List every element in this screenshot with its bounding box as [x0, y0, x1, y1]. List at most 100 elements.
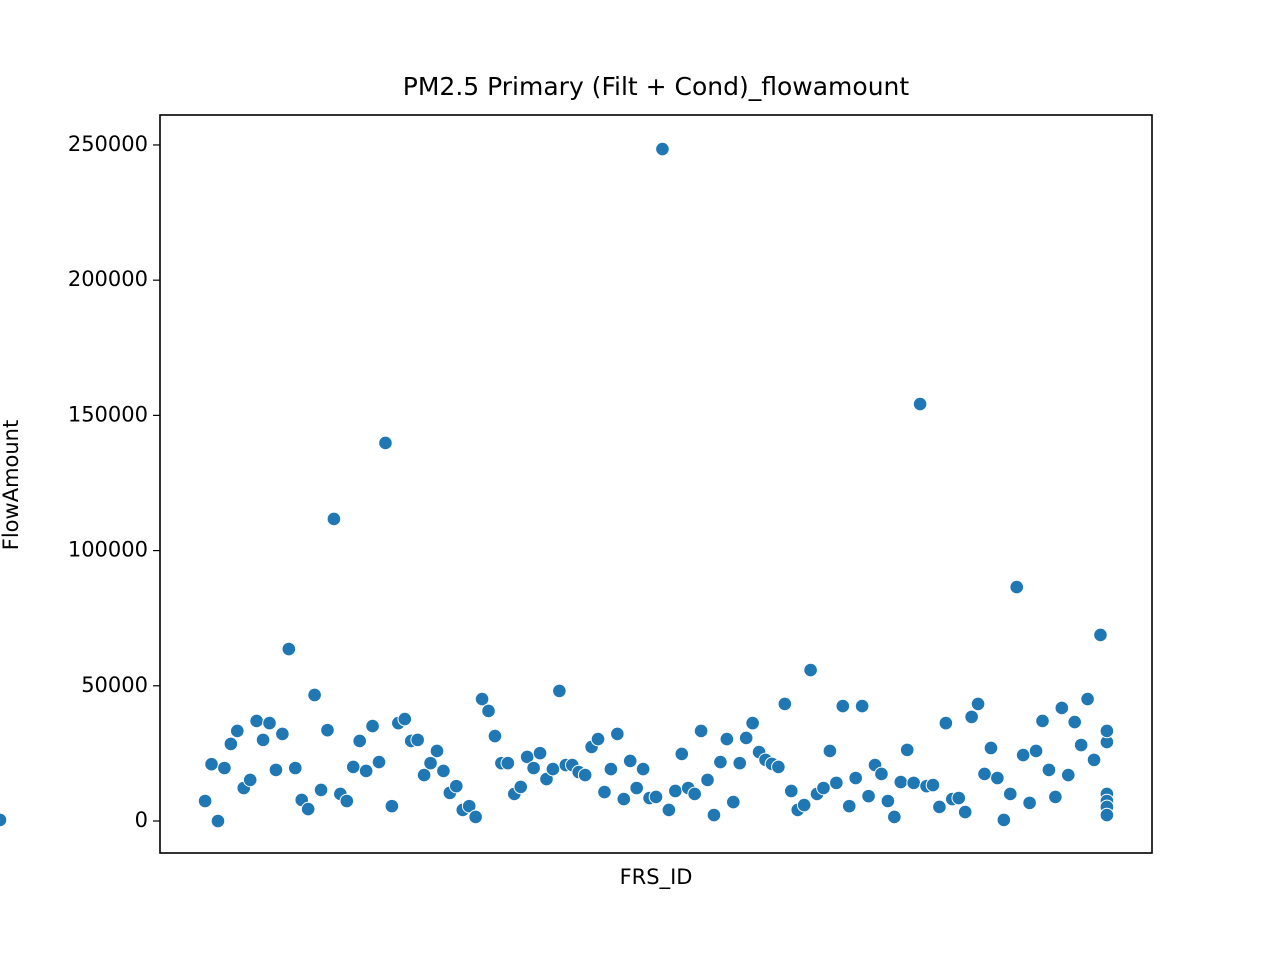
- point: [378, 435, 393, 451]
- point: [545, 761, 561, 777]
- y-tick-label: 250000: [68, 132, 148, 156]
- point: [732, 755, 748, 771]
- point: [410, 732, 425, 748]
- point: [957, 804, 973, 820]
- point: [970, 696, 986, 712]
- point: [345, 759, 361, 775]
- point: [964, 709, 979, 725]
- point: [532, 745, 548, 761]
- point: [668, 783, 683, 799]
- point: [771, 759, 786, 775]
- point: [281, 641, 297, 657]
- point: [526, 760, 541, 776]
- point: [835, 698, 851, 714]
- point: [1060, 767, 1076, 783]
- point: [1086, 752, 1102, 768]
- point: [700, 772, 715, 788]
- point: [268, 762, 284, 778]
- point: [629, 780, 644, 796]
- point: [622, 753, 638, 769]
- point: [932, 799, 947, 815]
- chart-title: PM2.5 Primary (Filt + Cond)_flowamount: [403, 72, 910, 101]
- point: [655, 141, 670, 157]
- point: [996, 812, 1012, 828]
- point: [719, 731, 735, 747]
- point: [255, 732, 271, 748]
- point: [1099, 723, 1115, 739]
- point: [648, 789, 664, 805]
- point: [1015, 747, 1031, 763]
- point: [449, 778, 464, 794]
- point: [816, 780, 831, 796]
- point: [217, 760, 232, 776]
- point: [610, 726, 625, 742]
- point: [320, 722, 335, 738]
- point: [1067, 714, 1083, 730]
- point: [423, 755, 438, 771]
- point: [977, 766, 992, 782]
- point: [1048, 789, 1063, 805]
- point: [1099, 807, 1115, 823]
- point: [229, 723, 245, 739]
- point: [436, 763, 451, 779]
- y-axis-label: FlowAmount: [0, 420, 23, 550]
- y-tick-label: 100000: [68, 538, 148, 562]
- point: [500, 755, 516, 771]
- point: [725, 794, 741, 810]
- point: [365, 718, 380, 734]
- point: [242, 772, 258, 788]
- point: [861, 788, 876, 804]
- point: [951, 790, 967, 806]
- point: [912, 396, 928, 412]
- point: [990, 770, 1005, 786]
- plot-frame: [159, 114, 1153, 854]
- point: [1093, 627, 1108, 643]
- point: [687, 786, 702, 802]
- point: [262, 715, 277, 731]
- point: [1041, 762, 1057, 778]
- point: [738, 730, 754, 746]
- point: [796, 797, 812, 813]
- point: [416, 767, 432, 783]
- point: [1009, 579, 1025, 595]
- point: [1035, 713, 1050, 729]
- point: [1073, 737, 1089, 753]
- point: [661, 802, 677, 818]
- point: [352, 733, 367, 749]
- point: [893, 774, 909, 790]
- point: [854, 698, 870, 714]
- point: [1054, 700, 1070, 716]
- point: [577, 767, 593, 783]
- point: [783, 783, 799, 799]
- point: [1002, 786, 1018, 802]
- point: [300, 801, 316, 817]
- point: [848, 770, 863, 786]
- point: [552, 683, 567, 699]
- point: [603, 761, 619, 777]
- point: [706, 807, 722, 823]
- point: [925, 777, 941, 793]
- point: [339, 793, 355, 809]
- y-tick-label: 0: [135, 808, 148, 832]
- point: [326, 511, 342, 527]
- point: [1022, 795, 1037, 811]
- point: [590, 731, 606, 747]
- point: [1080, 691, 1095, 707]
- point: [429, 743, 445, 759]
- point: [223, 736, 239, 752]
- point: [313, 782, 329, 798]
- point: [307, 687, 322, 703]
- point: [693, 723, 709, 739]
- point: [887, 809, 902, 825]
- y-tick-label: 150000: [68, 402, 148, 426]
- point: [597, 784, 612, 800]
- point: [938, 715, 954, 731]
- point: [713, 754, 728, 770]
- point: [899, 742, 915, 758]
- point: [803, 662, 818, 678]
- point: [287, 760, 303, 776]
- point: [906, 775, 921, 791]
- point: [358, 763, 374, 779]
